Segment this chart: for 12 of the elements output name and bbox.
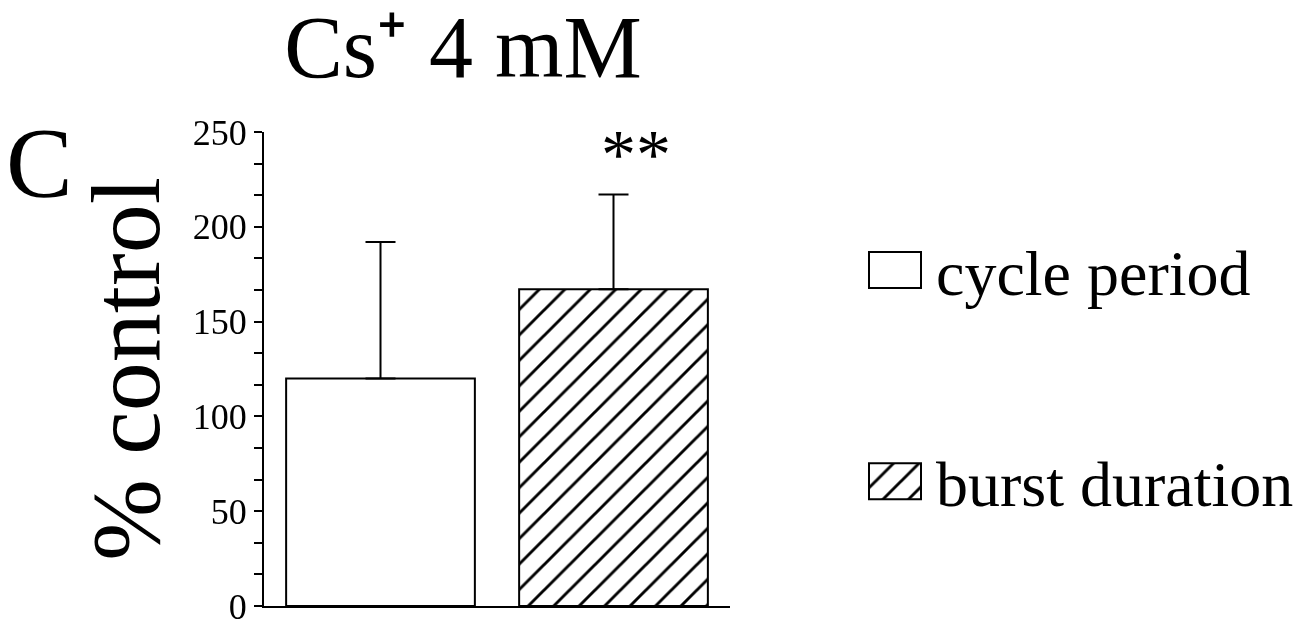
annotation: ** xyxy=(601,116,671,193)
y-tick-label: 50 xyxy=(210,491,247,532)
legend-label: burst duration xyxy=(936,449,1294,521)
y-tick-label: 100 xyxy=(192,397,247,437)
y-tick-label: 150 xyxy=(192,302,247,343)
y-axis-title: % control xyxy=(72,177,181,561)
legend-label: cycle period xyxy=(936,238,1251,310)
y-tick-label: 200 xyxy=(192,207,247,248)
y-tick-label: 0 xyxy=(228,586,247,627)
text: C xyxy=(6,107,73,218)
chart-title: Cs⁺ 4 mM xyxy=(284,0,642,96)
y-tick-label: 250 xyxy=(192,112,247,153)
